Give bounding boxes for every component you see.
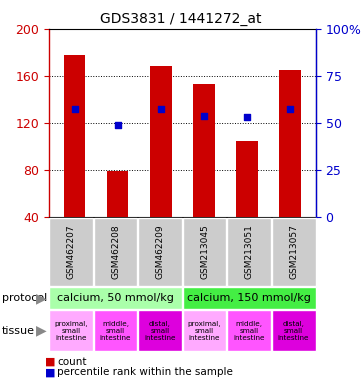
Text: middle,
small
intestine: middle, small intestine [100, 321, 131, 341]
Text: GSM213057: GSM213057 [289, 225, 298, 279]
Text: GSM462208: GSM462208 [111, 225, 120, 279]
Text: ▶: ▶ [36, 291, 47, 305]
Text: middle,
small
intestine: middle, small intestine [233, 321, 265, 341]
Text: protocol: protocol [2, 293, 47, 303]
Bar [107, 171, 129, 217]
Text: tissue: tissue [2, 326, 35, 336]
Text: GDS3831 / 1441272_at: GDS3831 / 1441272_at [100, 12, 261, 26]
Text: calcium, 50 mmol/kg: calcium, 50 mmol/kg [57, 293, 174, 303]
Point [72, 106, 78, 112]
Point [244, 114, 250, 120]
Point [201, 113, 207, 119]
Bar [150, 66, 171, 217]
Text: ▶: ▶ [36, 324, 47, 338]
Text: count: count [57, 357, 87, 367]
Text: distal,
small
intestine: distal, small intestine [144, 321, 176, 341]
Text: proximal,
small
intestine: proximal, small intestine [188, 321, 221, 341]
Text: GSM213045: GSM213045 [200, 225, 209, 279]
Text: distal,
small
intestine: distal, small intestine [278, 321, 309, 341]
Text: calcium, 150 mmol/kg: calcium, 150 mmol/kg [187, 293, 311, 303]
Text: proximal,
small
intestine: proximal, small intestine [54, 321, 88, 341]
Point [115, 122, 121, 128]
Text: GSM462207: GSM462207 [66, 225, 75, 279]
Text: GSM462209: GSM462209 [156, 225, 165, 279]
Point [158, 106, 164, 112]
Bar [279, 70, 301, 217]
Bar [236, 141, 258, 217]
Text: percentile rank within the sample: percentile rank within the sample [57, 367, 233, 377]
Bar [64, 55, 85, 217]
Text: ■: ■ [44, 367, 55, 377]
Text: ■: ■ [44, 357, 55, 367]
Bar [193, 84, 215, 217]
Point [287, 106, 293, 112]
Text: GSM213051: GSM213051 [245, 225, 253, 279]
